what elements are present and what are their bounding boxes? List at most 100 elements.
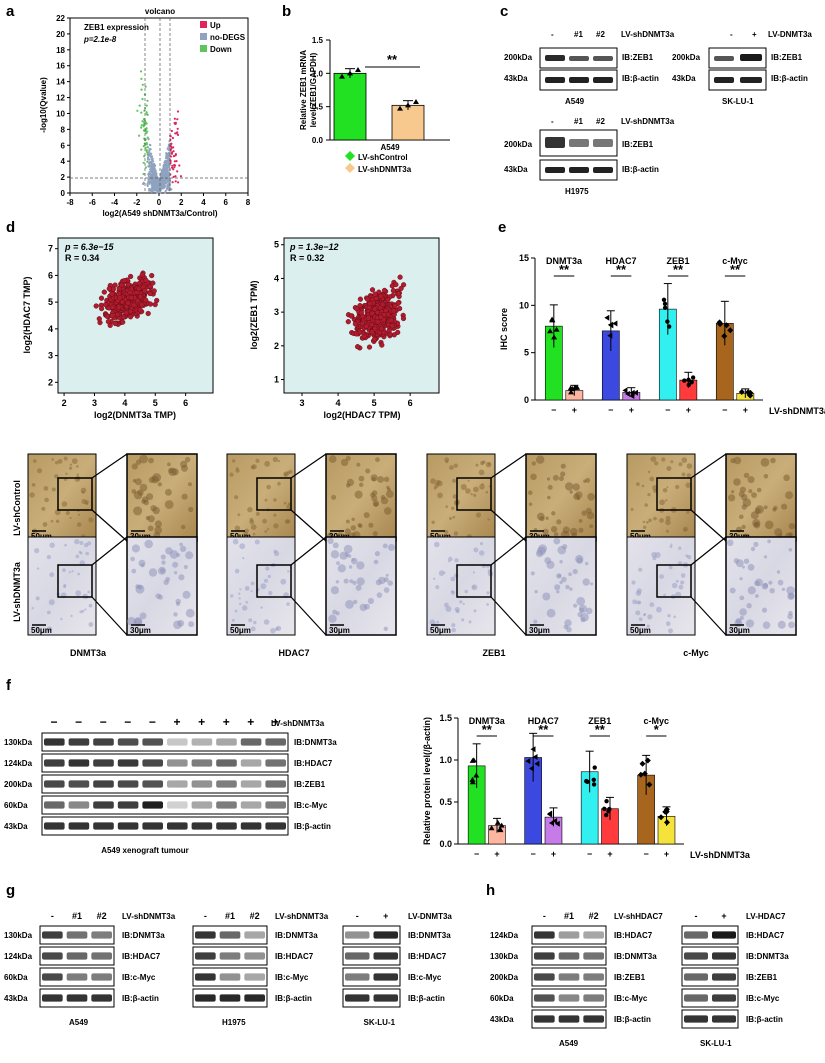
ihc-cell-texture	[242, 557, 245, 560]
scatter-point	[119, 299, 125, 305]
f-y-tick-label: 0.5	[439, 797, 452, 807]
ihc-cell-texture	[560, 471, 566, 477]
g-ib: IB:c-Myc	[122, 973, 156, 982]
f-group-label: HDAC7	[528, 716, 559, 726]
volcano-x-tick-label: 0	[157, 198, 162, 207]
g-ib: IB:DNMT3a	[275, 931, 318, 940]
blot-band	[684, 1015, 708, 1023]
blot-band	[68, 738, 90, 746]
ihc-cell-texture	[42, 522, 48, 527]
ihc-cell-texture	[585, 607, 593, 615]
ihc-cell-texture	[161, 560, 166, 565]
g-ib: IB:HDAC7	[275, 952, 314, 961]
g-lane-label: -	[204, 911, 207, 921]
f-kda: 124kDa	[4, 759, 33, 768]
ihc-zoom-box	[256, 477, 292, 511]
f-lane-sign: +	[223, 715, 230, 729]
scatter-point	[106, 286, 112, 292]
f-group-label: c-Myc	[644, 716, 670, 726]
e-point	[567, 385, 574, 391]
ihc-cell-texture	[745, 619, 755, 628]
ihc-cell-texture	[478, 469, 485, 476]
ihc-cell-texture	[75, 554, 80, 559]
c-lane-h1: -	[551, 117, 554, 126]
ihc-cell-texture	[433, 577, 436, 580]
ihc-cell-texture	[528, 490, 533, 496]
ihc-cell-texture	[753, 541, 759, 548]
volcano-point	[163, 186, 166, 189]
volcano-y-tick-label: 10	[56, 109, 65, 118]
volcano-point	[162, 166, 165, 170]
blot-band	[558, 931, 580, 939]
volcano-point	[172, 168, 175, 171]
volcano-point	[175, 132, 178, 135]
ihc-cell-texture	[552, 474, 559, 481]
scatter-point	[104, 313, 110, 320]
ihc-cell-texture	[335, 611, 340, 616]
ihc-cell-texture	[88, 517, 94, 523]
b-bar	[333, 72, 367, 141]
ihc-scale-label: 50μm	[430, 626, 451, 635]
scatter-right-ticks: 3 4 5 6 1 2 3 4 5	[274, 240, 413, 408]
e-point	[727, 327, 734, 334]
scatter-point	[395, 291, 402, 297]
blot-band	[240, 822, 262, 830]
ihc-cell-texture	[785, 491, 794, 500]
ihc-cell-texture	[451, 623, 456, 628]
scatter-point	[391, 308, 397, 314]
blot-membrane	[41, 816, 289, 836]
ihc-cell-texture	[382, 543, 388, 549]
blot-band	[216, 780, 237, 788]
e-point	[632, 389, 638, 396]
f-lane-sign: −	[50, 715, 57, 729]
ihc-cell-texture	[175, 598, 181, 605]
ihc-cell-texture	[665, 515, 671, 521]
ihc-cell-texture	[777, 579, 784, 586]
ihc-cell-texture	[69, 463, 73, 466]
ihc-cell-texture	[260, 606, 263, 609]
volcano-point	[166, 167, 169, 170]
blot-band	[219, 952, 241, 960]
blot-band	[191, 738, 213, 746]
ihc-cell-texture	[479, 542, 484, 546]
ihc-cell-texture	[337, 564, 346, 573]
c-ib-zeb1-a: IB:ZEB1	[622, 53, 654, 62]
ihc-cell-texture	[460, 484, 467, 490]
ihc-cell-texture	[786, 586, 795, 595]
ihc-cell-texture	[359, 482, 364, 487]
blot-membrane	[681, 988, 739, 1008]
ihc-cell-texture	[372, 531, 378, 537]
h-lv-label: LV-HDAC7	[746, 912, 786, 921]
ihc-cell-texture	[430, 478, 436, 484]
b-point	[339, 73, 345, 79]
ihc-cell-texture	[46, 626, 53, 632]
b-y-tick-label: 1.5	[312, 36, 324, 45]
blot-band	[684, 952, 708, 960]
ihc-cell-texture	[55, 461, 59, 465]
ihc-cell-texture	[332, 542, 339, 549]
c-ib-zeb1-c: IB:ZEB1	[622, 140, 654, 149]
volcano-point	[167, 171, 170, 174]
ihc-cell-texture	[450, 576, 456, 582]
scatter-point	[128, 314, 134, 320]
ihc-cell-texture	[473, 609, 477, 613]
ihc-cell-texture	[450, 590, 456, 595]
volcano-plot: volcano ZEB1 expression p=2.1e-8 -8 -6 -4-…	[39, 7, 251, 218]
ihc-zoom-box	[256, 564, 292, 598]
f-point	[606, 808, 611, 814]
ihc-cell-texture	[547, 495, 551, 500]
ihc-cell-texture	[51, 487, 56, 492]
ihc-cell-texture	[733, 456, 742, 465]
scatter-point	[388, 317, 394, 323]
scatter-x-tick-label: 2	[62, 398, 67, 408]
c-lv-over: LV-DNMT3a	[768, 30, 812, 39]
ihc-cell-texture	[452, 494, 458, 499]
ihc-scale-label: 30μm	[529, 626, 550, 635]
blot-band	[91, 931, 112, 939]
ihc-stain-cmyc: c-Myc	[683, 648, 709, 658]
volcano-point	[141, 120, 144, 123]
blot-band	[44, 801, 65, 809]
ihc-cell-texture	[475, 512, 482, 518]
volcano-point	[138, 104, 141, 107]
blot-band	[216, 801, 237, 809]
